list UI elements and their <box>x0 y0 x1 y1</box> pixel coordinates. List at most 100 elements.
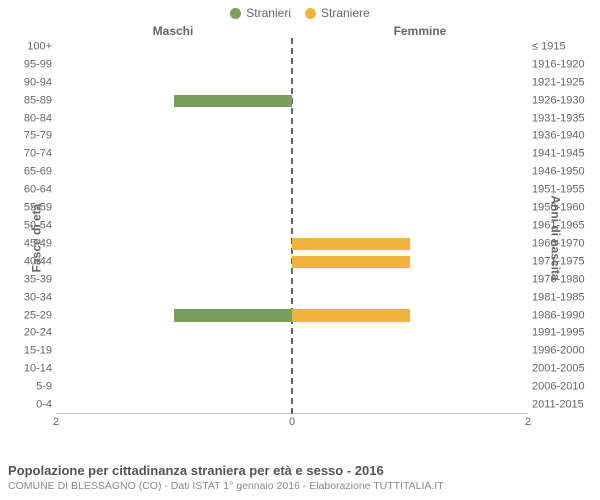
male-half <box>56 307 292 325</box>
birth-year-label: 1966-1970 <box>532 238 592 249</box>
pyramid-row: 45-491966-1970 <box>56 235 528 253</box>
pyramid-row: 0-42011-2015 <box>56 396 528 414</box>
birth-year-label: 1986-1990 <box>532 310 592 321</box>
pyramid-row: 95-991916-1920 <box>56 56 528 74</box>
birth-year-label: 1951-1955 <box>532 185 592 196</box>
male-half <box>56 342 292 360</box>
age-label: 80-84 <box>12 113 52 124</box>
female-half <box>292 145 528 163</box>
male-half <box>56 271 292 289</box>
chart-area: Fasce di età Anni di nascita 100+≤ 19159… <box>0 38 600 438</box>
pyramid-row: 80-841931-1935 <box>56 110 528 128</box>
male-half <box>56 56 292 74</box>
plot-area: 100+≤ 191595-991916-192090-941921-192585… <box>56 38 528 414</box>
male-half <box>56 38 292 56</box>
male-half <box>56 378 292 396</box>
pyramid-row: 60-641951-1955 <box>56 181 528 199</box>
male-half <box>56 128 292 146</box>
female-half <box>292 396 528 414</box>
female-half <box>292 289 528 307</box>
male-half <box>56 396 292 414</box>
legend-item-female: Straniere <box>305 6 370 20</box>
chart-title: Popolazione per cittadinanza straniera p… <box>8 463 592 478</box>
female-half <box>292 217 528 235</box>
age-label: 30-34 <box>12 292 52 303</box>
chart-subtitle: COMUNE DI BLESSAGNO (CO) - Dati ISTAT 1°… <box>8 480 592 492</box>
pyramid-row: 75-791936-1940 <box>56 128 528 146</box>
male-half <box>56 181 292 199</box>
birth-year-label: 1936-1940 <box>532 131 592 142</box>
female-half <box>292 378 528 396</box>
age-label: 75-79 <box>12 131 52 142</box>
bar-female <box>292 256 410 268</box>
legend: Stranieri Straniere <box>0 0 600 20</box>
pyramid-row: 90-941921-1925 <box>56 74 528 92</box>
female-half <box>292 271 528 289</box>
pyramid-row: 40-441971-1975 <box>56 253 528 271</box>
legend-label-male: Stranieri <box>246 6 291 20</box>
male-half <box>56 217 292 235</box>
male-half <box>56 235 292 253</box>
x-tick-center: 0 <box>289 416 295 428</box>
female-half <box>292 342 528 360</box>
pyramid-row: 85-891926-1930 <box>56 92 528 110</box>
age-label: 90-94 <box>12 77 52 88</box>
birth-year-label: 1991-1995 <box>532 328 592 339</box>
chart-footer: Popolazione per cittadinanza straniera p… <box>8 463 592 492</box>
bar-male <box>174 95 292 107</box>
age-label: 15-19 <box>12 346 52 357</box>
birth-year-label: 1931-1935 <box>532 113 592 124</box>
birth-year-label: 1961-1965 <box>532 220 592 231</box>
pyramid-row: 35-391976-1980 <box>56 271 528 289</box>
pyramid-row: 65-691946-1950 <box>56 163 528 181</box>
male-half <box>56 163 292 181</box>
female-half <box>292 128 528 146</box>
x-tick-left: 2 <box>53 416 59 428</box>
age-label: 0-4 <box>12 400 52 411</box>
female-half <box>292 253 528 271</box>
legend-item-male: Stranieri <box>230 6 291 20</box>
column-titles: Maschi Femmine <box>0 24 600 38</box>
age-label: 65-69 <box>12 167 52 178</box>
chart-container: Stranieri Straniere Maschi Femmine Fasce… <box>0 0 600 500</box>
pyramid-row: 20-241991-1995 <box>56 324 528 342</box>
male-half <box>56 74 292 92</box>
age-label: 10-14 <box>12 364 52 375</box>
bar-female <box>292 309 410 321</box>
male-half <box>56 289 292 307</box>
age-label: 5-9 <box>12 382 52 393</box>
female-half <box>292 56 528 74</box>
birth-year-label: 1921-1925 <box>532 77 592 88</box>
female-half <box>292 307 528 325</box>
pyramid-row: 70-741941-1945 <box>56 145 528 163</box>
birth-year-label: 1971-1975 <box>532 256 592 267</box>
age-label: 95-99 <box>12 59 52 70</box>
female-half <box>292 38 528 56</box>
male-half <box>56 253 292 271</box>
female-half <box>292 324 528 342</box>
birth-year-label: 1926-1930 <box>532 95 592 106</box>
legend-swatch-male <box>230 8 241 19</box>
age-label: 70-74 <box>12 149 52 160</box>
bar-male <box>174 309 292 321</box>
birth-year-label: 2001-2005 <box>532 364 592 375</box>
female-half <box>292 92 528 110</box>
male-half <box>56 145 292 163</box>
male-half <box>56 92 292 110</box>
birth-year-label: 2011-2015 <box>532 400 592 411</box>
age-label: 20-24 <box>12 328 52 339</box>
age-label: 40-44 <box>12 256 52 267</box>
pyramid-row: 10-142001-2005 <box>56 360 528 378</box>
birth-year-label: 1976-1980 <box>532 274 592 285</box>
pyramid-row: 30-341981-1985 <box>56 289 528 307</box>
title-female: Femmine <box>300 24 600 38</box>
legend-label-female: Straniere <box>321 6 370 20</box>
birth-year-label: 1981-1985 <box>532 292 592 303</box>
age-label: 45-49 <box>12 238 52 249</box>
pyramid-row: 100+≤ 1915 <box>56 38 528 56</box>
female-half <box>292 74 528 92</box>
pyramid-row: 55-591956-1960 <box>56 199 528 217</box>
legend-swatch-female <box>305 8 316 19</box>
female-half <box>292 110 528 128</box>
male-half <box>56 324 292 342</box>
